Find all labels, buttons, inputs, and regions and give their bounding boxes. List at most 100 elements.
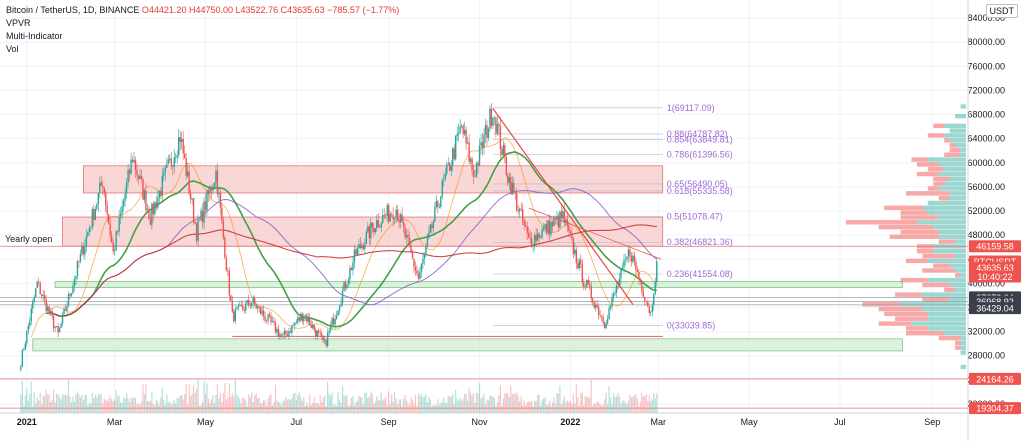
- volume-bar: [76, 391, 79, 413]
- y-tick-label: 80000.00: [967, 37, 1005, 47]
- volume-bar: [465, 394, 467, 413]
- candle-body: [370, 222, 372, 239]
- candle-body: [624, 259, 627, 261]
- volume-bar: [21, 381, 23, 413]
- volume-bar: [136, 404, 138, 413]
- volume-bar: [630, 397, 633, 413]
- candle-body: [78, 261, 80, 262]
- candle-body: [493, 117, 496, 119]
- candle-body: [295, 322, 298, 324]
- candle-body: [343, 281, 345, 292]
- volume-bar: [653, 393, 655, 413]
- price-tag-label: 19304.37: [976, 404, 1014, 414]
- candle-body: [450, 165, 452, 171]
- volume-bar: [368, 396, 370, 413]
- vpvr-up-bar: [927, 311, 966, 317]
- candle-body: [212, 186, 214, 191]
- vpvr-down-bar: [944, 152, 961, 157]
- candle-body: [425, 246, 427, 254]
- candle-body: [617, 285, 619, 287]
- vpvr-up-bar: [944, 133, 966, 138]
- candle-body: [291, 325, 293, 333]
- candle-body: [145, 190, 147, 211]
- volume-bar: [602, 404, 604, 413]
- candle-body: [320, 333, 323, 336]
- volume-bar: [580, 393, 582, 413]
- volume-bar: [198, 405, 201, 413]
- volume-bar: [285, 397, 287, 413]
- volume-bar: [179, 395, 181, 413]
- candle-body: [560, 211, 563, 219]
- candle-body: [416, 270, 418, 274]
- candle-body: [376, 220, 378, 229]
- volume-profile: [846, 104, 966, 370]
- candle-body: [437, 201, 439, 208]
- volume-bar: [362, 404, 364, 413]
- vpvr-down-bar: [911, 157, 928, 162]
- volume-bar: [492, 396, 494, 413]
- candle-body: [230, 295, 232, 301]
- candle-body: [654, 281, 656, 294]
- vpvr-up-bar: [960, 340, 966, 346]
- volume-bar: [572, 393, 574, 413]
- vpvr-down-bar: [846, 220, 917, 225]
- candle-body: [289, 331, 292, 333]
- candle-body: [191, 198, 193, 200]
- volume-bar: [251, 392, 253, 413]
- volume-bar: [520, 396, 522, 413]
- candle-body: [581, 264, 583, 283]
- candle-body: [99, 182, 101, 193]
- volume-bar: [542, 398, 545, 413]
- candle-body: [541, 229, 543, 238]
- volume-bar: [268, 395, 271, 413]
- volume-bar: [118, 395, 120, 413]
- volume-bar: [295, 399, 297, 413]
- symbol-name[interactable]: Bitcoin / TetherUS, 1D, BINANCE: [6, 5, 140, 15]
- candle-body: [108, 214, 110, 224]
- candle-body: [276, 329, 278, 333]
- volume-bar: [548, 400, 551, 413]
- indicator-vol[interactable]: Vol: [6, 44, 19, 54]
- candle-body: [526, 226, 528, 233]
- candle-body: [35, 287, 37, 298]
- candle-body: [444, 173, 446, 180]
- candle-body: [179, 137, 181, 142]
- y-tick-label: 84000.00: [967, 13, 1005, 23]
- currency-button[interactable]: USDT: [985, 4, 1018, 18]
- indicator-multi[interactable]: Multi-Indicator: [6, 31, 63, 41]
- candle-body: [611, 297, 613, 306]
- candle-body: [368, 226, 371, 239]
- volume-bar: [535, 400, 537, 413]
- volume-bar: [595, 404, 597, 413]
- candle-body: [228, 270, 231, 296]
- fib-label: 0.5(51078.47): [667, 212, 723, 222]
- volume-bar: [307, 406, 309, 413]
- candle-body: [572, 238, 575, 254]
- y-tick-label: 64000.00: [967, 134, 1005, 144]
- candle-body: [319, 332, 321, 334]
- candle-body: [102, 185, 104, 188]
- candle-body: [547, 220, 549, 234]
- volume-bar: [264, 400, 266, 413]
- volume-bar: [145, 384, 147, 413]
- volume-bar: [352, 395, 354, 413]
- volume-bar: [163, 399, 165, 413]
- candle-body: [608, 308, 610, 320]
- indicator-vpvr[interactable]: VPVR: [6, 18, 31, 28]
- candle-body: [356, 248, 359, 255]
- volume-bar: [273, 402, 275, 413]
- trend-lines[interactable]: [492, 108, 662, 305]
- candle-body: [326, 333, 329, 346]
- volume-bar: [578, 406, 580, 413]
- volume-bar: [85, 394, 87, 413]
- y-tick-label: 52000.00: [967, 206, 1005, 216]
- candle-body: [100, 182, 102, 186]
- candle-body: [405, 234, 408, 238]
- volume-bar: [225, 399, 227, 413]
- volume-bar: [306, 402, 308, 413]
- candle-body: [460, 125, 463, 127]
- vpvr-down-bar: [933, 181, 945, 186]
- vpvr-up-bar: [955, 142, 966, 148]
- candle-body: [599, 315, 601, 316]
